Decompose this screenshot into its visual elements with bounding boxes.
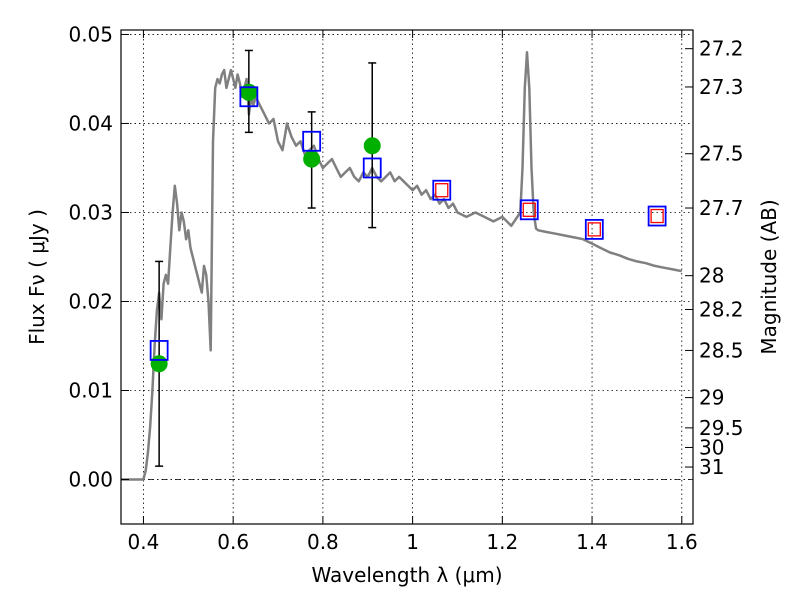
flux-point-circle <box>363 137 381 155</box>
y-axis-label: Flux Fν ( μJy ) <box>25 209 49 345</box>
model-flux-square <box>302 130 322 152</box>
y2-tick-label: 28.5 <box>699 338 744 362</box>
plot-frame <box>120 29 694 525</box>
y2-tick-label: 27.2 <box>699 37 744 61</box>
data-markers <box>149 83 667 373</box>
x-tick-label: 1.2 <box>486 530 518 554</box>
y-tick-label: 0.01 <box>68 378 113 402</box>
y2-tick-label: 30 <box>699 435 724 459</box>
x-axis-label: Wavelength λ (μm) <box>311 563 502 587</box>
prediction-square <box>435 183 449 198</box>
y2-tick-label: 31 <box>699 455 724 479</box>
model-flux-square <box>362 157 382 179</box>
model-flux-square <box>149 340 169 361</box>
x-tick-label: 0.4 <box>128 530 160 554</box>
y2-axis-label: Magnitude (AB) <box>757 199 781 354</box>
flux-point-circle <box>303 150 321 168</box>
y-tick-label: 0.02 <box>68 289 113 313</box>
y-tick-label: 0.03 <box>68 200 113 224</box>
model-flux-square <box>239 86 259 108</box>
y2-tick-label: 29.5 <box>699 416 744 440</box>
y2-tick-label: 27.7 <box>699 196 744 220</box>
model-flux-square <box>647 205 667 227</box>
model-flux-square <box>432 179 452 201</box>
model-flux-square <box>584 218 604 240</box>
model-flux-square <box>519 199 539 221</box>
x-tick-label: 0.6 <box>217 530 249 554</box>
model-spectrum <box>121 51 683 481</box>
x-tick-label: 1.6 <box>666 530 698 554</box>
x-tick-label: 0.8 <box>307 530 339 554</box>
y2-tick-label: 27.5 <box>699 142 744 166</box>
y2-tick-label: 29 <box>699 386 724 410</box>
y2-tick-label: 27.3 <box>699 75 744 99</box>
y-tick-label: 0.00 <box>68 467 113 491</box>
y2-tick-label: 28 <box>699 264 724 288</box>
prediction-square <box>522 202 536 217</box>
spectrum-line <box>121 51 683 481</box>
error-bars <box>155 49 377 467</box>
prediction-square <box>650 208 664 224</box>
flux-point-circle <box>150 355 168 373</box>
y-axis-ticks: 0.00 0.01 0.02 0.03 0.04 0.05 <box>68 22 129 491</box>
y-tick-label: 0.05 <box>68 22 113 46</box>
x-tick-label: 1.4 <box>576 530 608 554</box>
x-axis-ticks: 0.4 0.6 0.8 1 1.2 1.4 1.6 <box>128 30 698 554</box>
x-tick-label: 1 <box>406 530 419 554</box>
prediction-square <box>587 222 601 237</box>
y-tick-label: 0.04 <box>68 111 113 135</box>
y2-tick-label: 28.2 <box>699 297 744 321</box>
